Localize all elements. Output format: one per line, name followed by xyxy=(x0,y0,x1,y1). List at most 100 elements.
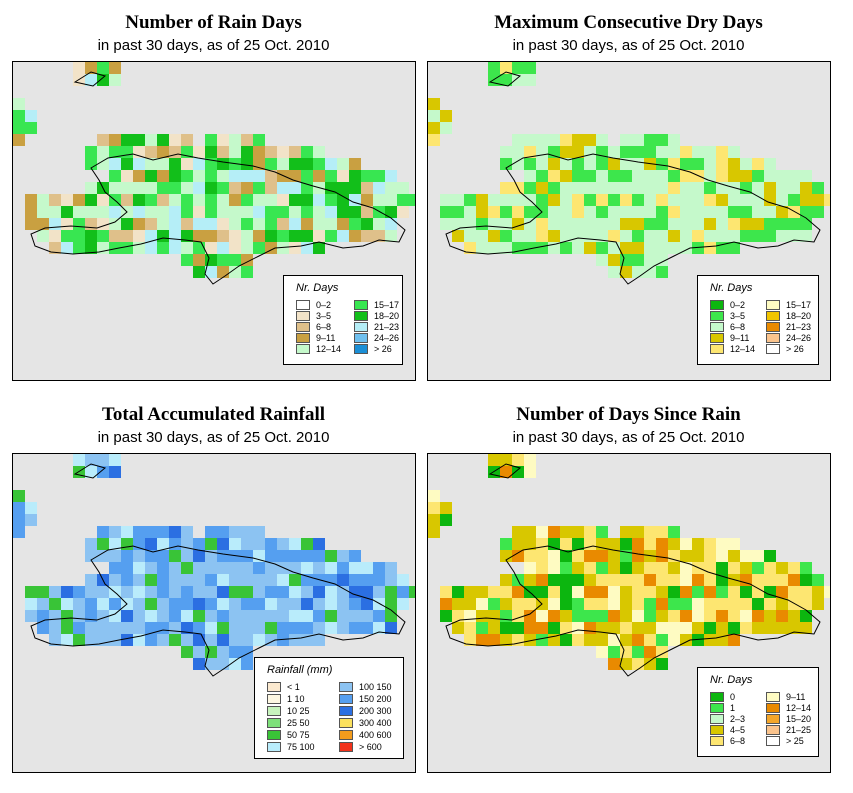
map-cell xyxy=(37,230,49,242)
map-cell xyxy=(205,182,217,194)
map-cell xyxy=(656,194,668,206)
map-cell xyxy=(620,170,632,182)
map-cell xyxy=(752,598,764,610)
map-cell xyxy=(361,230,373,242)
map-cell xyxy=(85,242,97,254)
map-cell xyxy=(500,622,512,634)
map-cell xyxy=(133,550,145,562)
map-cell xyxy=(440,110,452,122)
map-cell xyxy=(668,230,680,242)
map-cell xyxy=(73,634,85,646)
legend-label: 25 50 xyxy=(287,718,310,728)
map-cell xyxy=(716,598,728,610)
map-cell xyxy=(644,254,656,266)
map-cell xyxy=(596,610,608,622)
map-cell xyxy=(596,622,608,634)
map-cell xyxy=(692,634,704,646)
map-cell xyxy=(325,158,337,170)
map-cell xyxy=(385,230,397,242)
map-cell xyxy=(428,110,440,122)
map-cell xyxy=(277,550,289,562)
map-cell xyxy=(121,574,133,586)
map-cell xyxy=(193,658,205,670)
map-cell xyxy=(800,218,812,230)
map-cell xyxy=(205,634,217,646)
map-cell xyxy=(632,146,644,158)
map-cell xyxy=(157,146,169,158)
map-cell xyxy=(728,158,740,170)
map-cell xyxy=(313,242,325,254)
map-cell xyxy=(37,610,49,622)
map-cell xyxy=(452,598,464,610)
map-cell xyxy=(656,634,668,646)
map-cell xyxy=(692,550,704,562)
legend-swatch xyxy=(710,703,724,713)
map-cell xyxy=(109,454,121,466)
map-cell xyxy=(241,266,253,278)
map-cell xyxy=(608,598,620,610)
map-cell xyxy=(181,586,193,598)
map-cell xyxy=(632,206,644,218)
map-cell xyxy=(193,218,205,230)
map-cell xyxy=(373,230,385,242)
map-cell xyxy=(584,634,596,646)
map-cell xyxy=(253,574,265,586)
map-cell xyxy=(277,206,289,218)
map-cell xyxy=(548,622,560,634)
map-cell xyxy=(277,242,289,254)
map-cell xyxy=(608,194,620,206)
legend-label: 3–5 xyxy=(730,311,746,321)
map-cell xyxy=(229,574,241,586)
map-cell xyxy=(620,658,632,670)
legend-label: 12–14 xyxy=(730,344,756,354)
map-cell xyxy=(265,550,277,562)
map-cell xyxy=(217,254,229,266)
map-cell xyxy=(716,146,728,158)
map-cell xyxy=(121,146,133,158)
map-cell xyxy=(680,230,692,242)
map-cell xyxy=(241,622,253,634)
map-cell xyxy=(217,538,229,550)
map-cell xyxy=(488,62,500,74)
map-cell xyxy=(704,574,716,586)
map-cell xyxy=(73,586,85,598)
map-cell xyxy=(313,598,325,610)
island-outline xyxy=(30,153,406,285)
map-cell xyxy=(301,598,313,610)
legend-swatch xyxy=(710,311,724,321)
map-cell xyxy=(584,610,596,622)
map-cell xyxy=(109,574,121,586)
map-cell xyxy=(217,146,229,158)
map-cell xyxy=(157,194,169,206)
map-cell xyxy=(85,622,97,634)
legend-swatch xyxy=(766,736,780,746)
map-cell xyxy=(728,170,740,182)
map-cell xyxy=(361,218,373,230)
legend-label: 3–5 xyxy=(316,311,332,321)
map-cell xyxy=(548,562,560,574)
map-cell xyxy=(668,586,680,598)
map-cell xyxy=(740,550,752,562)
map-cell xyxy=(800,170,812,182)
map-cell xyxy=(205,266,217,278)
map-cell xyxy=(512,586,524,598)
map-cell xyxy=(241,194,253,206)
map-cell xyxy=(85,550,97,562)
map-cell xyxy=(584,194,596,206)
map-cell xyxy=(61,598,73,610)
map-cell xyxy=(85,598,97,610)
map-cell xyxy=(397,194,409,206)
map-cell xyxy=(524,538,536,550)
map-cell xyxy=(349,622,361,634)
map-cell xyxy=(620,146,632,158)
map-cell xyxy=(692,242,704,254)
map-cell xyxy=(241,598,253,610)
map-cell xyxy=(536,526,548,538)
map-cell xyxy=(217,646,229,658)
legend-label: 6–8 xyxy=(730,322,746,332)
map-cell xyxy=(193,182,205,194)
map-cell xyxy=(73,598,85,610)
legend-label: 1 xyxy=(730,703,736,713)
map-cell xyxy=(193,146,205,158)
map-cell xyxy=(193,242,205,254)
